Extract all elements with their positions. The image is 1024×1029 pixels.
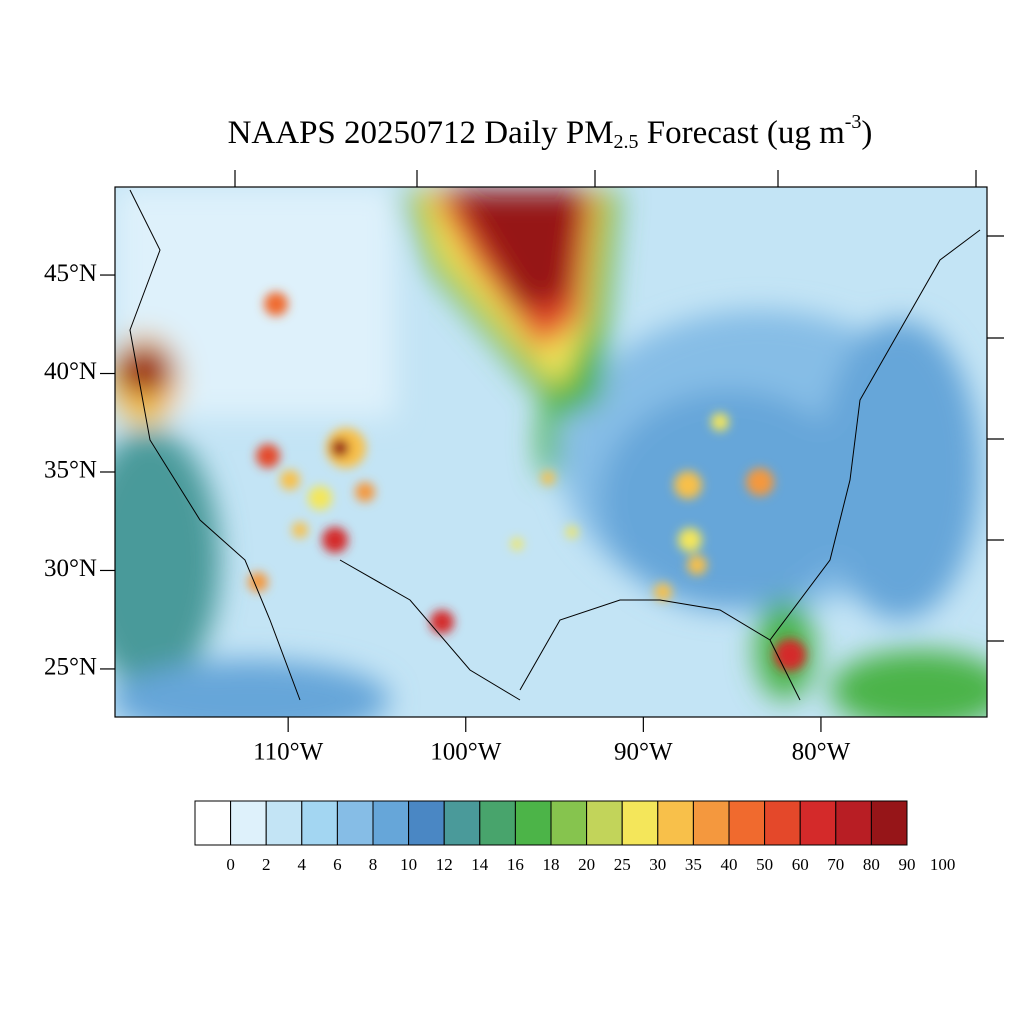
colorbar-box — [194, 800, 232, 846]
colorbar-box — [443, 800, 481, 846]
lon-label: 100°W — [430, 739, 501, 766]
colorbar-label: 14 — [471, 855, 489, 874]
colorbar-label: 20 — [578, 855, 595, 874]
colorbar-box — [764, 800, 801, 846]
colorbar-label: 8 — [369, 855, 378, 874]
lon-label: 110°W — [253, 739, 324, 766]
colorbar-label: 25 — [614, 855, 631, 874]
colorbar-label: 18 — [543, 855, 560, 874]
colorbar-label: 2 — [262, 855, 271, 874]
colorbar-box — [621, 800, 659, 846]
lat-label: 30°N — [44, 555, 97, 582]
lat-label: 35°N — [44, 457, 97, 484]
colorbar-box — [514, 800, 552, 846]
colorbar-label: 70 — [827, 855, 844, 874]
colorbar-label: 80 — [863, 855, 880, 874]
colorbar-box — [657, 800, 694, 846]
colorbar-box — [301, 800, 338, 846]
colorbar-box — [408, 800, 445, 846]
colorbar-label: 100 — [930, 855, 956, 874]
colorbar-box — [265, 800, 303, 846]
colorbar-box — [870, 800, 908, 846]
colorbar-label: 16 — [507, 855, 524, 874]
colorbar-label: 40 — [721, 855, 738, 874]
colorbar-box — [336, 800, 374, 846]
colorbar-box — [479, 800, 516, 846]
colorbar-label: 4 — [298, 855, 307, 874]
colorbar-label: 60 — [792, 855, 809, 874]
colorbar-box — [550, 800, 588, 846]
colorbar-box — [586, 800, 623, 846]
colorbar-box — [728, 800, 766, 846]
colorbar-label: 10 — [400, 855, 417, 874]
colorbar-label: 35 — [685, 855, 702, 874]
pm-field — [115, 187, 987, 717]
colorbar-label: 0 — [226, 855, 235, 874]
colorbar-box — [835, 800, 872, 846]
colorbar-label: 30 — [649, 855, 666, 874]
colorbar-label: 50 — [756, 855, 773, 874]
colorbar-box — [230, 800, 267, 846]
colorbar-label: 90 — [899, 855, 916, 874]
lon-label: 90°W — [614, 739, 673, 766]
colorbar-box — [692, 800, 730, 846]
colorbar-label: 12 — [436, 855, 453, 874]
lat-label: 25°N — [44, 654, 97, 681]
lat-label: 40°N — [44, 358, 97, 385]
colorbar-box — [372, 800, 410, 846]
edge-ticks — [234, 170, 1004, 642]
colorbar-box — [799, 800, 837, 846]
title: NAAPS 20250712 Daily PM2.5 Forecast (ug … — [228, 111, 873, 153]
lon-label: 80°W — [792, 739, 851, 766]
colorbar-label: 6 — [333, 855, 342, 874]
map-frame — [114, 186, 988, 718]
lat-label: 45°N — [44, 260, 97, 287]
